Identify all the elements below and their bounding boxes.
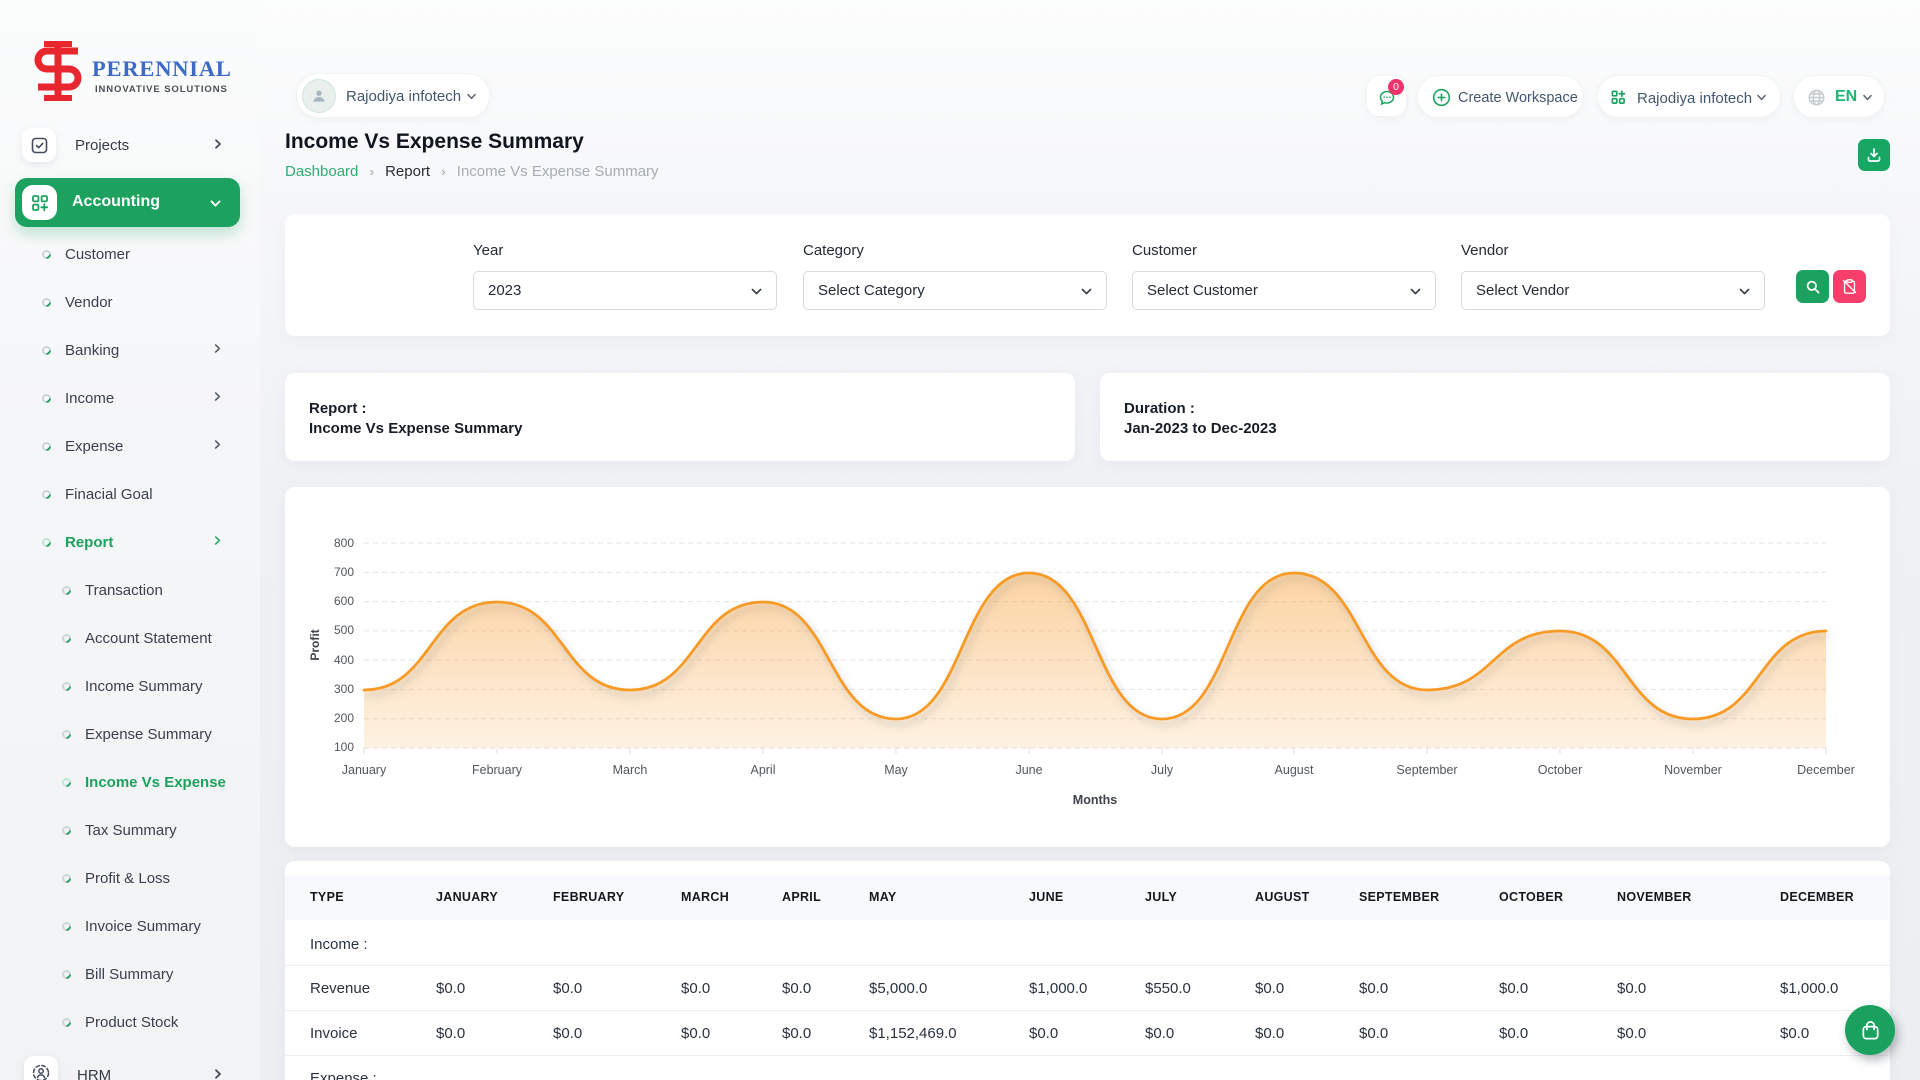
svg-text:June: June (1015, 763, 1042, 777)
svg-text:July: July (1151, 763, 1174, 777)
svg-text:December: December (1797, 763, 1855, 777)
svg-text:August: August (1275, 763, 1314, 777)
svg-text:500: 500 (334, 623, 354, 637)
svg-text:November: November (1664, 763, 1722, 777)
svg-text:January: January (342, 763, 387, 777)
svg-text:Months: Months (1073, 793, 1117, 807)
svg-text:600: 600 (334, 594, 354, 608)
svg-text:100: 100 (334, 740, 354, 754)
svg-text:April: April (750, 763, 775, 777)
svg-text:March: March (613, 763, 648, 777)
svg-text:May: May (884, 763, 908, 777)
svg-text:Profit: Profit (308, 629, 322, 660)
svg-text:PERENNIAL: PERENNIAL (92, 56, 232, 81)
svg-text:September: September (1396, 763, 1457, 777)
svg-text:800: 800 (334, 536, 354, 550)
svg-text:400: 400 (334, 653, 354, 667)
svg-text:200: 200 (334, 711, 354, 725)
svg-text:February: February (472, 763, 523, 777)
svg-text:October: October (1538, 763, 1582, 777)
svg-text:700: 700 (334, 565, 354, 579)
svg-text:300: 300 (334, 682, 354, 696)
svg-text:INNOVATIVE SOLUTIONS: INNOVATIVE SOLUTIONS (95, 84, 228, 95)
